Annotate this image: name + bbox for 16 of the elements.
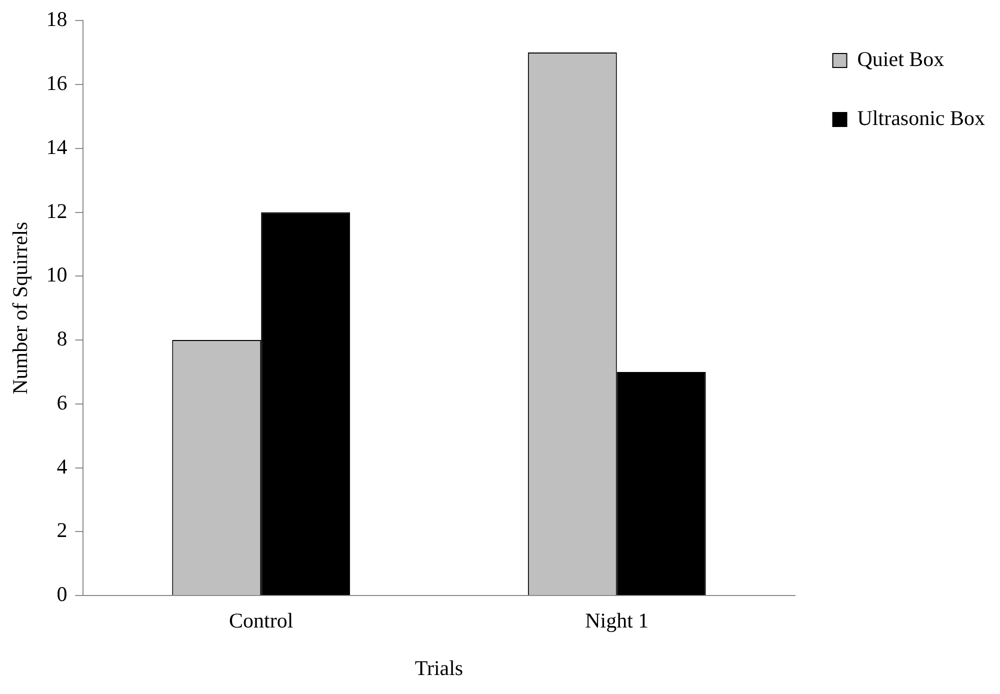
y-tick-label: 14 [46,134,68,159]
y-tick-label: 10 [46,262,68,287]
y-tick-label: 0 [56,582,68,606]
y-tick-label: 16 [46,71,68,96]
y-tick-label: 18 [46,7,68,32]
x-axis-title: Trials [414,656,464,680]
y-tick-label: 4 [56,454,68,478]
legend-label: Ultrasonic Box [857,106,986,130]
y-axis-title: Number of Squirrels [8,222,32,394]
x-tick-label: Night 1 [585,608,649,633]
y-tick-label: 8 [56,326,68,351]
y-tick-label: 6 [56,390,68,414]
y-tick-label: 12 [46,198,68,223]
legend-label: Quiet Box [857,47,945,72]
y-tick-label: 2 [56,518,68,542]
x-tick-label: Control [229,608,294,633]
